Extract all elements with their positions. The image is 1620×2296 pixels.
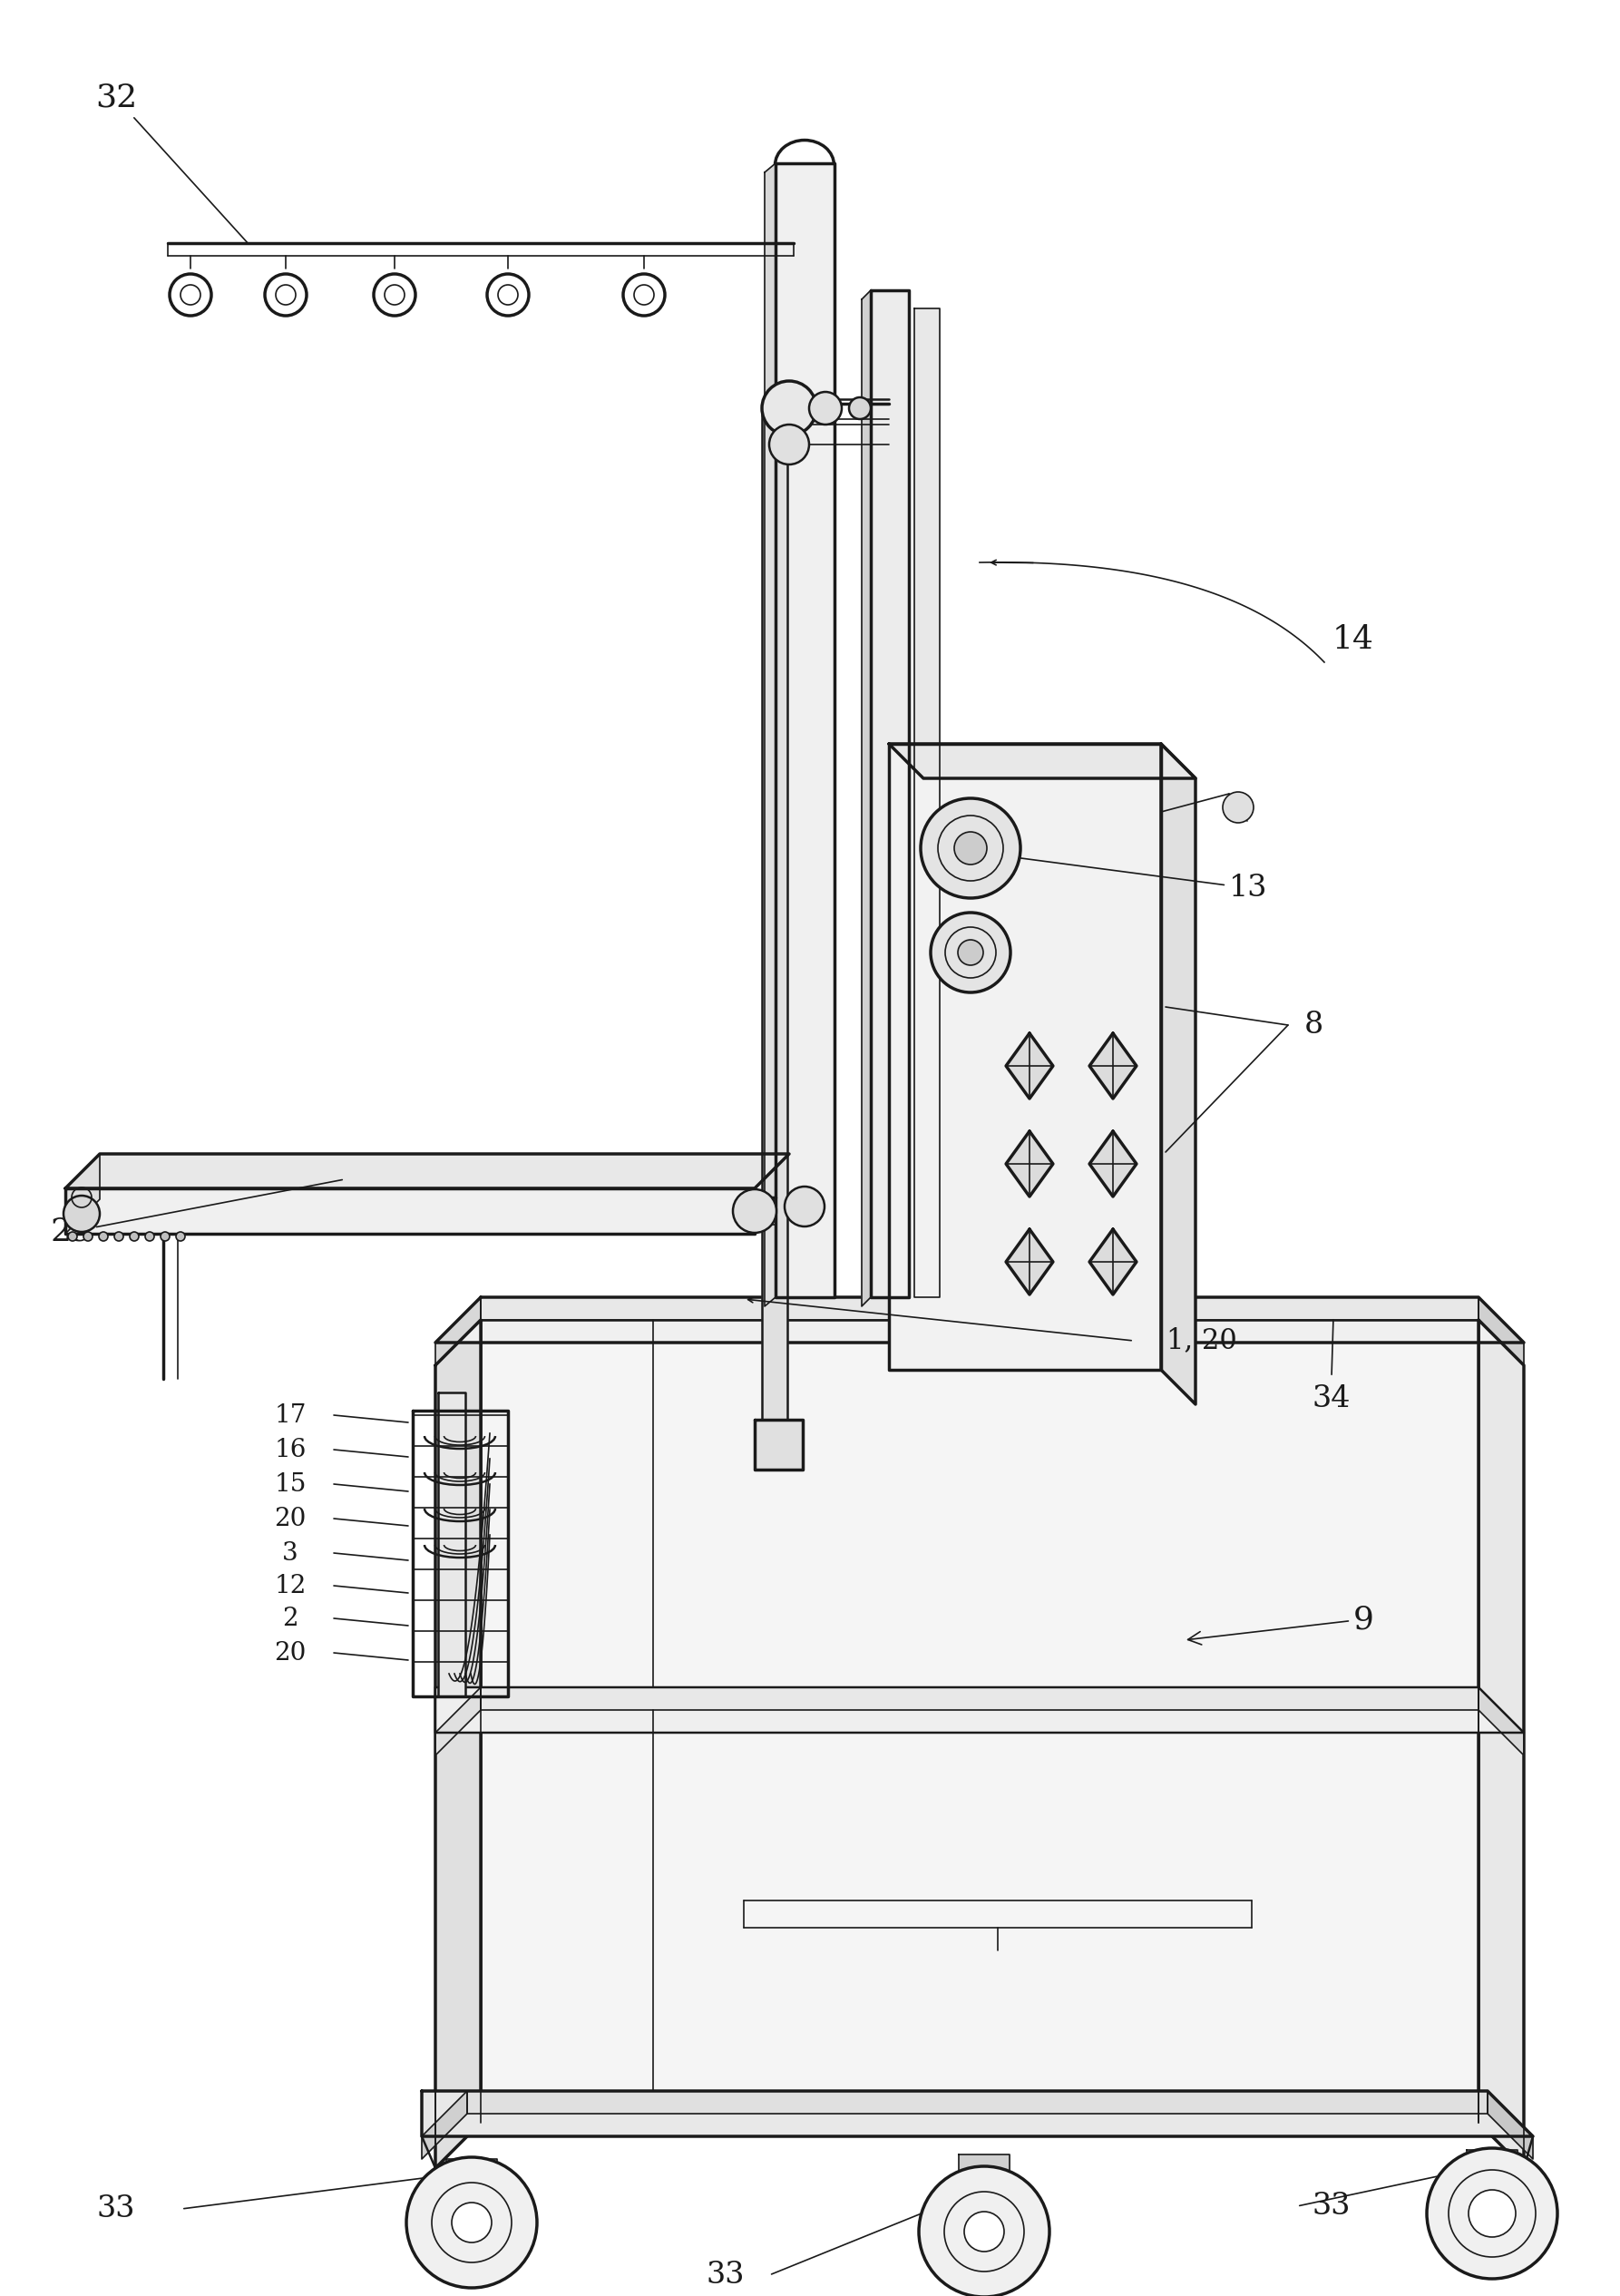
Circle shape [957, 939, 983, 964]
Text: 20: 20 [274, 1506, 306, 1531]
Polygon shape [436, 1297, 481, 1366]
Circle shape [115, 1233, 123, 1240]
Circle shape [954, 831, 987, 866]
Text: 33: 33 [706, 2262, 745, 2289]
Circle shape [99, 1233, 109, 1240]
Circle shape [84, 1233, 92, 1240]
Polygon shape [65, 1189, 755, 1233]
Polygon shape [481, 1320, 1479, 2124]
Polygon shape [1487, 2092, 1533, 2158]
Polygon shape [1479, 1297, 1524, 1366]
Circle shape [1468, 2190, 1516, 2236]
Circle shape [146, 1233, 154, 1240]
Circle shape [761, 381, 816, 436]
Polygon shape [467, 2092, 1487, 2115]
Text: 1, 20: 1, 20 [1166, 1327, 1238, 1355]
Polygon shape [421, 2092, 1533, 2135]
Text: 34: 34 [1312, 1384, 1351, 1414]
Polygon shape [436, 1688, 1524, 1733]
Polygon shape [1006, 1228, 1053, 1295]
Text: 15: 15 [274, 1472, 306, 1497]
Polygon shape [862, 289, 872, 1306]
Polygon shape [436, 1320, 481, 2167]
Text: 33: 33 [1312, 2193, 1351, 2220]
Polygon shape [1006, 1033, 1053, 1097]
Circle shape [732, 1189, 776, 1233]
Polygon shape [914, 308, 940, 1297]
Polygon shape [765, 163, 776, 1306]
Polygon shape [481, 1297, 1479, 1320]
Polygon shape [889, 744, 1196, 778]
Circle shape [919, 2167, 1050, 2296]
Text: 9: 9 [1187, 1605, 1374, 1644]
Circle shape [63, 1196, 100, 1233]
Text: 3: 3 [282, 1541, 298, 1566]
Polygon shape [1466, 2149, 1518, 2172]
Text: 17: 17 [274, 1403, 306, 1428]
Polygon shape [446, 2158, 497, 2181]
Text: 14: 14 [1333, 625, 1374, 654]
Polygon shape [959, 2154, 1009, 2177]
Polygon shape [889, 744, 1162, 1371]
Polygon shape [65, 1155, 100, 1233]
Circle shape [769, 425, 808, 464]
Text: 33: 33 [97, 2195, 136, 2223]
Circle shape [160, 1233, 170, 1240]
Text: 2: 2 [282, 1607, 298, 1630]
Polygon shape [761, 409, 787, 1451]
Circle shape [1223, 792, 1254, 822]
Polygon shape [421, 2092, 467, 2158]
Circle shape [68, 1233, 78, 1240]
Polygon shape [776, 163, 834, 1297]
Text: 16: 16 [274, 1437, 306, 1463]
Polygon shape [481, 1688, 1479, 1711]
Polygon shape [1479, 1688, 1524, 1756]
Polygon shape [437, 1391, 465, 1697]
Polygon shape [1162, 744, 1196, 1405]
Circle shape [784, 1187, 825, 1226]
Polygon shape [1089, 1132, 1137, 1196]
Circle shape [177, 1233, 185, 1240]
Text: 32: 32 [96, 83, 248, 243]
Circle shape [1427, 2149, 1557, 2278]
Polygon shape [1479, 1320, 1524, 2167]
Circle shape [849, 397, 872, 420]
Circle shape [930, 912, 1011, 992]
Polygon shape [436, 1688, 481, 1756]
Polygon shape [755, 1419, 804, 1469]
Polygon shape [65, 1155, 789, 1189]
Circle shape [130, 1233, 139, 1240]
Polygon shape [1089, 1228, 1137, 1295]
Polygon shape [436, 1297, 1524, 1343]
Text: 13: 13 [982, 854, 1267, 902]
Text: 8: 8 [1304, 1010, 1324, 1040]
Text: 29: 29 [50, 1180, 342, 1247]
Polygon shape [872, 289, 909, 1297]
Polygon shape [1089, 1033, 1137, 1097]
Circle shape [920, 799, 1021, 898]
Text: 20: 20 [274, 1642, 306, 1665]
Circle shape [808, 393, 842, 425]
Polygon shape [1006, 1132, 1053, 1196]
Circle shape [964, 2211, 1004, 2252]
Circle shape [407, 2158, 536, 2287]
Text: 12: 12 [274, 1573, 306, 1598]
Circle shape [452, 2202, 491, 2243]
